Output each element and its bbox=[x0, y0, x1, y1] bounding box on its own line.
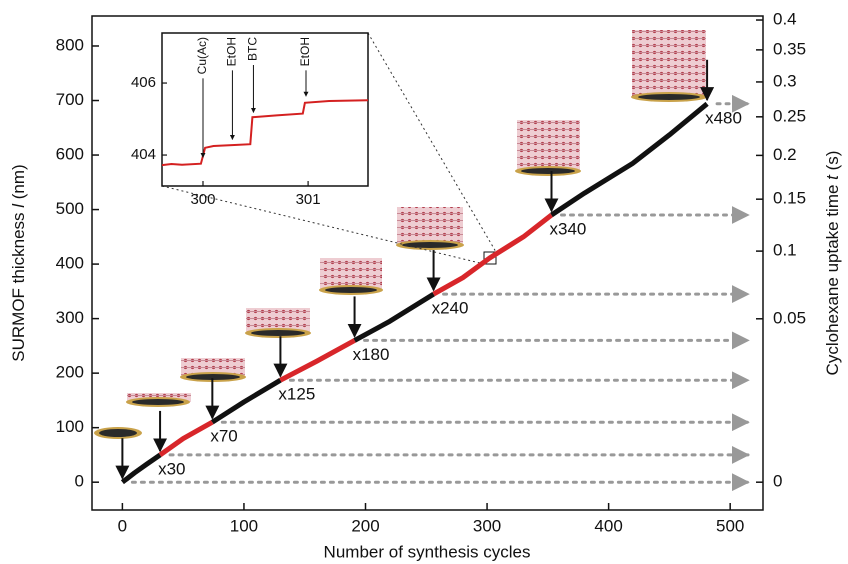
x-tick-label: 100 bbox=[230, 516, 258, 535]
cycle-label: x125 bbox=[278, 385, 315, 404]
inset-y-tick-label: 406 bbox=[131, 74, 156, 91]
y-tick-label: 0 bbox=[75, 472, 84, 491]
x-tick-label: 0 bbox=[118, 516, 127, 535]
curve-segment bbox=[160, 422, 212, 455]
y-tick-label: 400 bbox=[56, 254, 84, 273]
cycle-label: x70 bbox=[210, 427, 237, 446]
curve-segment bbox=[212, 380, 280, 422]
cycle-label: x30 bbox=[158, 459, 185, 478]
y2-tick-label: 0.1 bbox=[773, 241, 797, 260]
substrate-3 bbox=[245, 308, 311, 338]
y-tick-label: 500 bbox=[56, 199, 84, 218]
annotation: EtOH bbox=[298, 37, 312, 66]
substrate-0 bbox=[94, 427, 142, 439]
y2-tick-label: 0.25 bbox=[773, 106, 806, 125]
inset-frame bbox=[162, 33, 368, 186]
y2-tick-label: 0 bbox=[773, 472, 782, 491]
inset-x-tick-label: 301 bbox=[296, 191, 321, 208]
y-axis-label: SURMOF thickness l (nm) bbox=[9, 164, 28, 361]
y2-tick-label: 0.3 bbox=[773, 71, 797, 90]
label-part: (s) bbox=[823, 151, 842, 176]
curve-segment bbox=[355, 294, 434, 340]
x-axis-label: Number of synthesis cycles bbox=[324, 542, 531, 561]
label-part: (nm) bbox=[9, 164, 28, 204]
y-tick-label: 800 bbox=[56, 35, 84, 54]
cycle-label: x180 bbox=[353, 345, 390, 364]
substrate-6 bbox=[515, 120, 581, 176]
annotation: BTC bbox=[246, 37, 260, 61]
curve-segment bbox=[122, 455, 160, 482]
x-tick-label: 300 bbox=[473, 516, 501, 535]
y2-tick-label: 0.4 bbox=[773, 10, 797, 29]
chart: Number of synthesis cycles SURMOF thickn… bbox=[0, 0, 848, 564]
inset-x-tick-label: 300 bbox=[190, 191, 215, 208]
cycle-label: x340 bbox=[549, 220, 586, 239]
y2-tick-label: 0.05 bbox=[773, 308, 806, 327]
x-tick-label: 200 bbox=[351, 516, 379, 535]
y2-axis-label: Cyclohexane uptake time t (s) bbox=[823, 151, 842, 376]
substrate-4 bbox=[319, 258, 383, 295]
label-part: Cyclohexane uptake time bbox=[823, 180, 842, 376]
y-tick-label: 200 bbox=[56, 363, 84, 382]
y-tick-label: 300 bbox=[56, 308, 84, 327]
substrate-1 bbox=[126, 393, 191, 407]
annotation: Cu(Ac) bbox=[195, 37, 209, 74]
substrate-5 bbox=[396, 207, 464, 250]
x-tick-label: 500 bbox=[716, 516, 744, 535]
y-tick-label: 700 bbox=[56, 90, 84, 109]
x-tick-label: 400 bbox=[594, 516, 622, 535]
cycle-label: x240 bbox=[432, 299, 469, 318]
y2-tick-label: 0.15 bbox=[773, 189, 806, 208]
substrate-7 bbox=[631, 30, 707, 102]
y-tick-label: 600 bbox=[56, 145, 84, 164]
label-part: SURMOF thickness bbox=[9, 208, 28, 362]
inset-y-tick-label: 404 bbox=[131, 146, 156, 163]
cycle-label: x480 bbox=[705, 108, 742, 127]
y-tick-label: 100 bbox=[56, 417, 84, 436]
y2-tick-label: 0.35 bbox=[773, 39, 806, 58]
y2-tick-label: 0.2 bbox=[773, 145, 797, 164]
curve-segment bbox=[280, 340, 354, 380]
annotation: EtOH bbox=[225, 37, 239, 66]
